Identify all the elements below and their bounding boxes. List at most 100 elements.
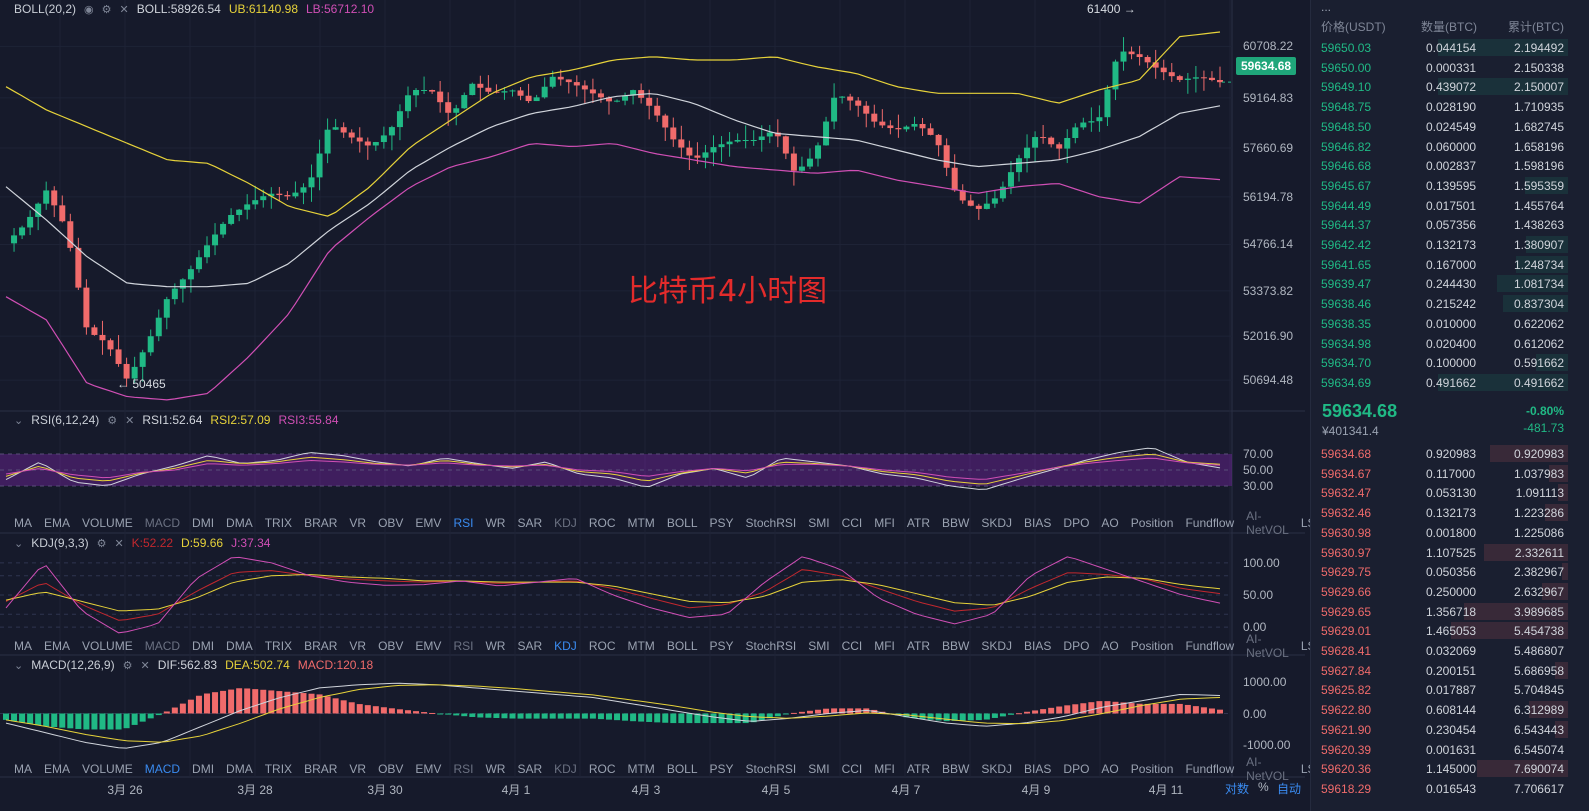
tab-macd-mtm[interactable]: MTM (627, 762, 655, 776)
orderbook-upper-row[interactable]: 59646.68 0.002837 1.598196 (1311, 156, 1589, 175)
tab-macd-fundflow[interactable]: Fundflow (1185, 762, 1235, 776)
orderbook-upper-row[interactable]: 59648.75 0.028190 1.710935 (1311, 97, 1589, 116)
tab-macd-bbw[interactable]: BBW (942, 762, 970, 776)
tab-rsi-macd[interactable]: MACD (144, 516, 181, 530)
orderbook-upper-row[interactable]: 59642.42 0.132173 1.380907 (1311, 235, 1589, 254)
tab-kdj-trix[interactable]: TRIX (264, 639, 293, 653)
orderbook-lower-row[interactable]: 59622.80 0.608144 6.312989 (1311, 700, 1589, 719)
orderbook-lower-row[interactable]: 59629.65 1.356718 3.989685 (1311, 602, 1589, 621)
tab-macd-rsi[interactable]: RSI (453, 762, 474, 776)
orderbook-upper-row[interactable]: 59634.70 0.100000 0.591662 (1311, 353, 1589, 372)
tab-kdj-kdj[interactable]: KDJ (554, 639, 577, 653)
tab-macd-boll[interactable]: BOLL (666, 762, 698, 776)
tab-macd-smi[interactable]: SMI (808, 762, 830, 776)
tab-rsi-mfi[interactable]: MFI (874, 516, 895, 530)
chevron-down-icon[interactable]: ⌄ (14, 659, 24, 672)
tab-macd-psy[interactable]: PSY (709, 762, 734, 776)
tab-rsi-boll[interactable]: BOLL (666, 516, 698, 530)
tab-kdj-ema[interactable]: EMA (44, 639, 71, 653)
tab-kdj-smi[interactable]: SMI (808, 639, 830, 653)
tab-macd-mfi[interactable]: MFI (874, 762, 895, 776)
tab-rsi-atr[interactable]: ATR (906, 516, 931, 530)
tab-kdj-mtm[interactable]: MTM (627, 639, 655, 653)
tab-macd-trix[interactable]: TRIX (264, 762, 293, 776)
orderbook-upper-row[interactable]: 59634.98 0.020400 0.612062 (1311, 334, 1589, 353)
tab-rsi-kdj[interactable]: KDJ (554, 516, 577, 530)
orderbook-upper-row[interactable]: 59648.50 0.024549 1.682745 (1311, 117, 1589, 136)
tab-rsi-brar[interactable]: BRAR (304, 516, 338, 530)
orderbook-upper-row[interactable]: 59650.00 0.000331 2.150338 (1311, 58, 1589, 77)
close-icon[interactable]: ✕ (125, 414, 135, 427)
tab-kdj-psy[interactable]: PSY (709, 639, 734, 653)
tab-macd-sar[interactable]: SAR (517, 762, 543, 776)
orderbook-upper-row[interactable]: 59646.82 0.060000 1.658196 (1311, 137, 1589, 156)
orderbook-upper-row[interactable]: 59638.46 0.215242 0.837304 (1311, 294, 1589, 313)
gear-icon[interactable]: ⚙ (122, 659, 133, 672)
auto-scale-toggle[interactable]: 自动 (1277, 782, 1302, 796)
tab-rsi-bbw[interactable]: BBW (942, 516, 970, 530)
tab-macd-roc[interactable]: ROC (588, 762, 616, 776)
tab-macd-ma[interactable]: MA (14, 762, 32, 776)
tab-rsi-sar[interactable]: SAR (517, 516, 543, 530)
eye-icon[interactable]: ◉ (84, 3, 94, 16)
tab-macd-macd[interactable]: MACD (144, 762, 181, 776)
tab-kdj-volume[interactable]: VOLUME (82, 639, 133, 653)
orderbook-lower-row[interactable]: 59629.66 0.250000 2.632967 (1311, 582, 1589, 601)
orderbook-upper-row[interactable]: 59641.65 0.167000 1.248734 (1311, 255, 1589, 274)
tab-macd-dma[interactable]: DMA (226, 762, 253, 776)
tab-macd-volume[interactable]: VOLUME (82, 762, 133, 776)
tab-macd-stochrsi[interactable]: StochRSI (745, 762, 797, 776)
orderbook-upper-row[interactable]: 59645.67 0.139595 1.595359 (1311, 176, 1589, 195)
orderbook-lower-row[interactable]: 59618.29 0.016543 7.706617 (1311, 779, 1589, 798)
tab-kdj-macd[interactable]: MACD (144, 639, 181, 653)
chart-area[interactable]: BOLL(20,2) ◉ ⚙ ✕ BOLL:58926.54 UB:61140.… (0, 0, 1333, 811)
gear-icon[interactable]: ⚙ (96, 537, 107, 550)
orderbook-lower-row[interactable]: 59620.36 1.145000 7.690074 (1311, 759, 1589, 778)
gear-icon[interactable]: ⚙ (107, 414, 118, 427)
orderbook-lower-row[interactable]: 59630.97 1.107525 2.332611 (1311, 543, 1589, 562)
orderbook-lower-row[interactable]: 59634.67 0.117000 1.037983 (1311, 464, 1589, 483)
close-icon[interactable]: ✕ (140, 659, 150, 672)
tab-macd-position[interactable]: Position (1130, 762, 1174, 776)
tab-rsi-mtm[interactable]: MTM (627, 516, 655, 530)
tab-rsi-trix[interactable]: TRIX (264, 516, 293, 530)
tab-rsi-vr[interactable]: VR (349, 516, 367, 530)
tab-kdj-skdj[interactable]: SKDJ (981, 639, 1013, 653)
tab-kdj-ma[interactable]: MA (14, 639, 32, 653)
orderbook-lower-row[interactable]: 59620.39 0.001631 6.545074 (1311, 740, 1589, 759)
tab-kdj-boll[interactable]: BOLL (666, 639, 698, 653)
tab-kdj-bbw[interactable]: BBW (942, 639, 970, 653)
tab-kdj-mfi[interactable]: MFI (874, 639, 895, 653)
tab-macd-skdj[interactable]: SKDJ (981, 762, 1013, 776)
tab-macd-bias[interactable]: BIAS (1024, 762, 1052, 776)
tab-kdj-wr[interactable]: WR (485, 639, 506, 653)
orderbook-lower-row[interactable]: 59629.01 1.465053 5.454738 (1311, 621, 1589, 640)
tab-rsi-fundflow[interactable]: Fundflow (1185, 516, 1235, 530)
tab-rsi-stochrsi[interactable]: StochRSI (745, 516, 797, 530)
tab-rsi-smi[interactable]: SMI (808, 516, 830, 530)
tab-macd-vr[interactable]: VR (349, 762, 367, 776)
orderbook-lower-row[interactable]: 59628.41 0.032069 5.486807 (1311, 641, 1589, 660)
close-icon[interactable]: ✕ (114, 537, 124, 550)
tab-kdj-ao[interactable]: AO (1101, 639, 1119, 653)
chart-canvas[interactable] (0, 0, 1305, 811)
tab-rsi-dmi[interactable]: DMI (192, 516, 215, 530)
tab-macd-brar[interactable]: BRAR (304, 762, 338, 776)
tab-rsi-roc[interactable]: ROC (588, 516, 616, 530)
tab-macd-wr[interactable]: WR (485, 762, 506, 776)
tab-macd-obv[interactable]: OBV (378, 762, 404, 776)
tab-kdj-brar[interactable]: BRAR (304, 639, 338, 653)
tab-rsi-volume[interactable]: VOLUME (82, 516, 133, 530)
orderbook-upper-row[interactable]: 59638.35 0.010000 0.622062 (1311, 314, 1589, 333)
tab-rsi-obv[interactable]: OBV (378, 516, 404, 530)
tab-rsi-ai-netvol[interactable]: AI-NetVOL (1246, 509, 1289, 537)
orderbook-lower-row[interactable]: 59625.82 0.017887 5.704845 (1311, 680, 1589, 699)
tab-kdj-obv[interactable]: OBV (378, 639, 404, 653)
orderbook-lower-row[interactable]: 59630.98 0.001800 1.225086 (1311, 523, 1589, 542)
orderbook-lower-row[interactable]: 59627.84 0.200151 5.686958 (1311, 661, 1589, 680)
tab-rsi-skdj[interactable]: SKDJ (981, 516, 1013, 530)
tab-macd-kdj[interactable]: KDJ (554, 762, 577, 776)
orderbook-upper-row[interactable]: 59634.69 0.491662 0.491662 (1311, 373, 1589, 392)
log-scale-toggle[interactable]: 对数 (1225, 782, 1250, 796)
tab-macd-ai-netvol[interactable]: AI-NetVOL (1246, 755, 1289, 783)
